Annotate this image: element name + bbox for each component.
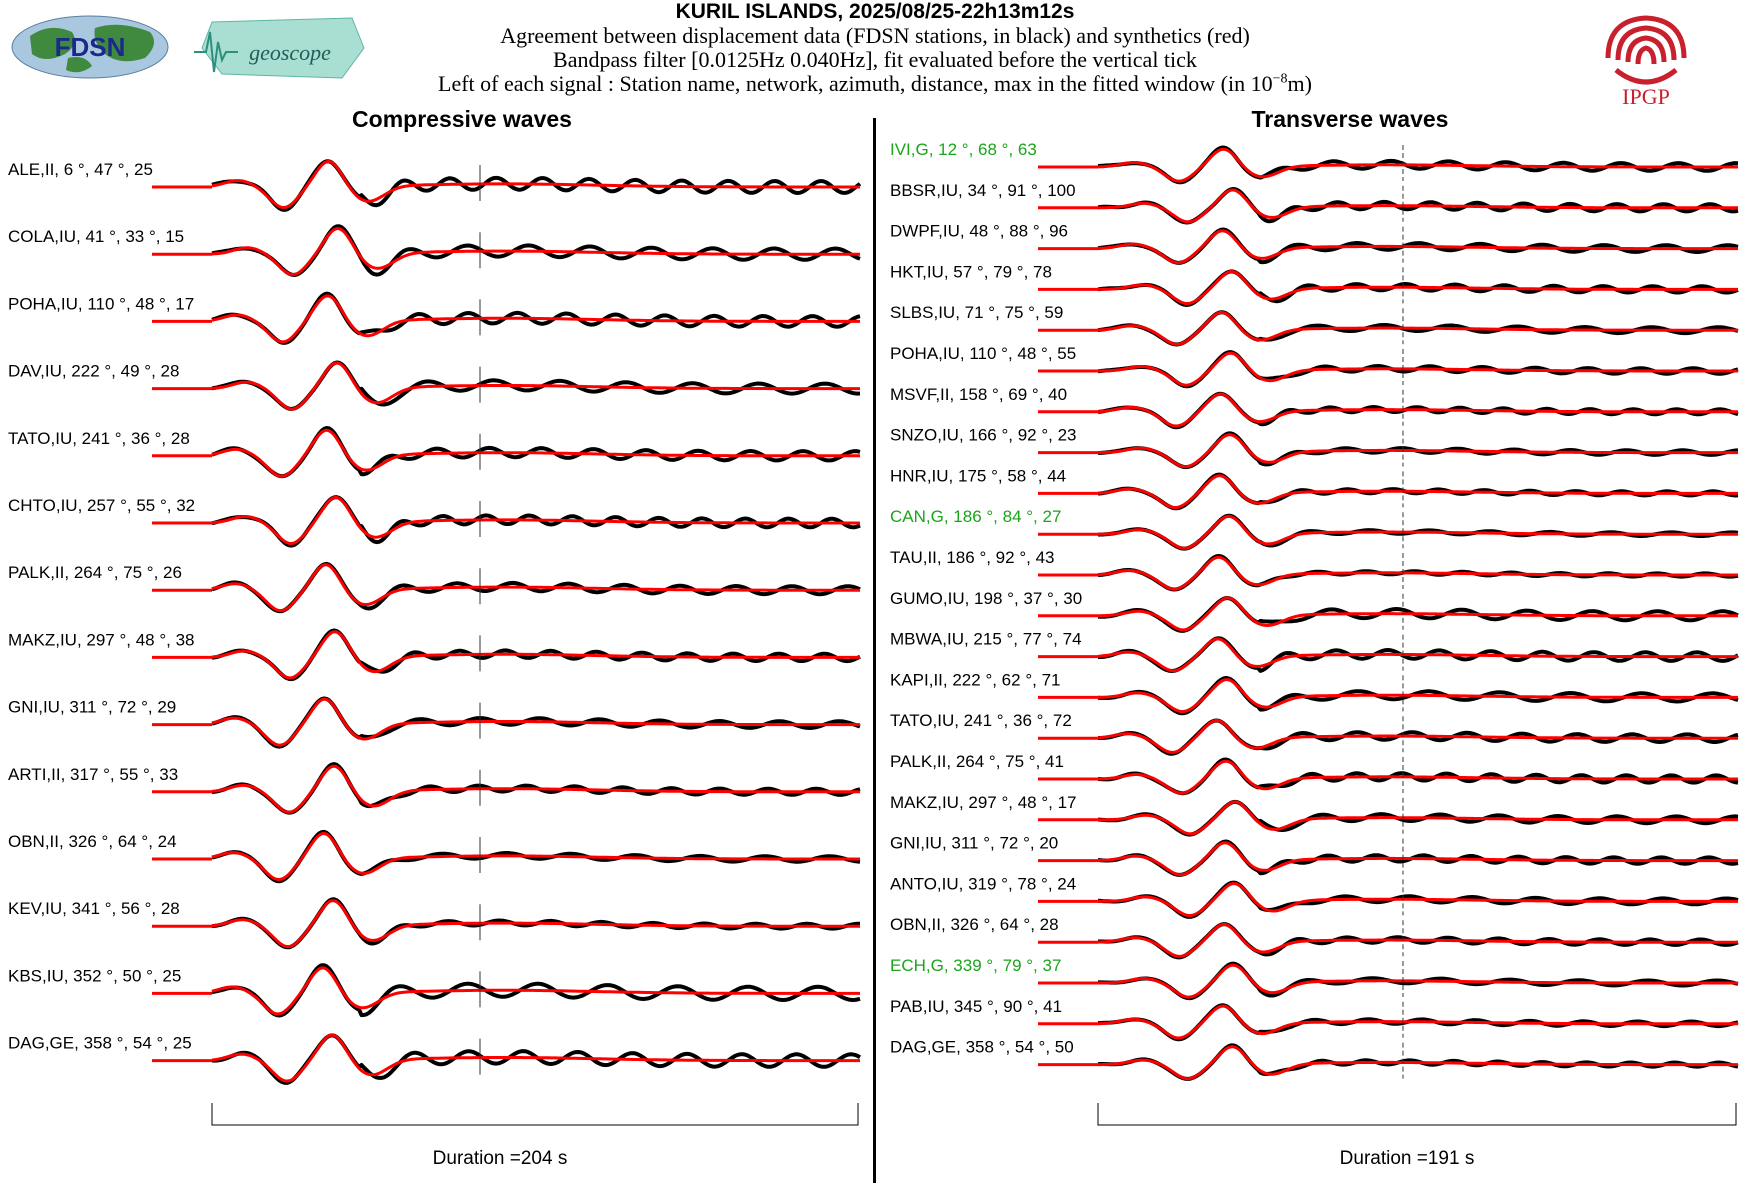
synthetic-trace (1097, 270, 1738, 305)
synthetic-trace (211, 495, 860, 545)
synthetic-trace (1097, 351, 1738, 387)
subtitle-line-3-text: Left of each signal : Station name, netw… (438, 71, 1273, 96)
synthetic-trace (211, 227, 860, 277)
station-label: CAN,G, 186 °, 84 °, 27 (890, 507, 1061, 526)
synthetic-trace (1097, 841, 1738, 877)
station-label: COLA,IU, 41 °, 33 °, 15 (8, 227, 184, 246)
station-label: TAU,II, 186 °, 92 °, 43 (890, 548, 1054, 567)
synthetic-trace (1097, 392, 1738, 428)
transverse-panel-title: Transverse waves (1251, 106, 1449, 132)
synthetic-trace (211, 428, 860, 478)
synthetic-trace (1097, 433, 1738, 469)
synthetic-trace (1097, 310, 1738, 346)
station-label: ARTI,II, 317 °, 55 °, 33 (8, 765, 178, 784)
station-label: KEV,IU, 341 °, 56 °, 28 (8, 899, 180, 918)
station-label: TATO,IU, 241 °, 36 °, 28 (8, 429, 190, 448)
synthetic-trace (1097, 474, 1738, 510)
station-label: GNI,IU, 311 °, 72 °, 29 (8, 698, 176, 717)
station-label: ALE,II, 6 °, 47 °, 25 (8, 160, 153, 179)
station-label: HNR,IU, 175 °, 58 °, 44 (890, 466, 1066, 485)
station-label: KAPI,II, 222 °, 62 °, 71 (890, 670, 1060, 689)
synthetic-trace (1097, 555, 1738, 591)
ipgp-logo: IPGP (1598, 8, 1694, 109)
synthetic-trace (1097, 719, 1738, 754)
synthetic-trace (211, 159, 860, 209)
station-label: HKT,IU, 57 °, 79 °, 78 (890, 262, 1052, 281)
station-label: ECH,G, 339 °, 79 °, 37 (890, 956, 1061, 975)
synthetic-trace (1098, 596, 1738, 632)
compressive-duration-label: Duration =204 s (432, 1148, 568, 1169)
duration-bracket (1097, 1103, 1737, 1126)
station-label: BBSR,IU, 34 °, 91 °, 100 (890, 181, 1076, 200)
synthetic-trace (1098, 963, 1738, 999)
station-label: DAG,GE, 358 °, 54 °, 50 (890, 1038, 1074, 1057)
synthetic-trace (1097, 147, 1738, 183)
station-label: POHA,IU, 110 °, 48 °, 55 (890, 344, 1076, 363)
data-trace (211, 963, 861, 1018)
subtitle-line-2: Bandpass filter [0.0125Hz 0.040Hz], fit … (553, 47, 1197, 72)
station-label: OBN,II, 326 °, 64 °, 28 (890, 915, 1059, 934)
station-label: TATO,IU, 241 °, 36 °, 72 (890, 711, 1072, 730)
station-label: PALK,II, 264 °, 75 °, 41 (890, 752, 1064, 771)
geoscope-logo: geoscope (192, 12, 368, 84)
station-label: PAB,IU, 345 °, 90 °, 41 (890, 997, 1062, 1016)
synthetic-trace (211, 1033, 860, 1083)
station-label: SNZO,IU, 166 °, 92 °, 23 (890, 426, 1077, 445)
station-label: GUMO,IU, 198 °, 37 °, 30 (890, 589, 1082, 608)
page-title: KURIL ISLANDS, 2025/08/25-22h13m12s (675, 0, 1075, 23)
fdsn-logo: FDSN (10, 14, 170, 80)
panel-divider (873, 118, 876, 1183)
station-label: CHTO,IU, 257 °, 55 °, 32 (8, 496, 195, 515)
subtitle-exponent: −8 (1272, 71, 1288, 87)
station-label: DAG,GE, 358 °, 54 °, 25 (8, 1034, 192, 1053)
synthetic-trace (211, 832, 860, 882)
station-label: OBN,II, 326 °, 64 °, 24 (8, 832, 177, 851)
station-label: SLBS,IU, 71 °, 75 °, 59 (890, 303, 1063, 322)
transverse-duration-label: Duration =191 s (1339, 1148, 1475, 1169)
synthetic-trace (1098, 678, 1738, 714)
synthetic-trace (1098, 800, 1738, 836)
synthetic-trace (211, 630, 860, 680)
station-label: DWPF,IU, 48 °, 88 °, 96 (890, 222, 1068, 241)
station-label: POHA,IU, 110 °, 48 °, 17 (8, 294, 194, 313)
geoscope-logo-text: geoscope (249, 40, 331, 65)
synthetic-trace (211, 899, 860, 949)
compressive-panel-title: Compressive waves (352, 106, 572, 132)
synthetic-trace (211, 697, 860, 747)
subtitle-line-1: Agreement between displacement data (FDS… (500, 23, 1250, 48)
station-label: MBWA,IU, 215 °, 77 °, 74 (890, 630, 1082, 649)
station-label: PALK,II, 264 °, 75 °, 26 (8, 563, 182, 582)
synthetic-trace (211, 966, 860, 1016)
synthetic-trace (1098, 759, 1738, 795)
station-label: MAKZ,IU, 297 °, 48 °, 38 (8, 630, 195, 649)
synthetic-trace (1098, 188, 1738, 224)
station-label: IVI,G, 12 °, 68 °, 63 (890, 140, 1037, 159)
duration-bracket (211, 1103, 859, 1126)
synthetic-trace (1098, 1045, 1738, 1081)
station-label: MAKZ,IU, 297 °, 48 °, 17 (890, 793, 1077, 812)
synthetic-trace (1098, 514, 1738, 550)
synthetic-trace (211, 361, 860, 411)
fdsn-logo-text: FDSN (55, 32, 126, 62)
station-label: GNI,IU, 311 °, 72 °, 20 (890, 834, 1058, 853)
synthetic-trace (1097, 1004, 1738, 1040)
station-label: MSVF,II, 158 °, 69 °, 40 (890, 385, 1067, 404)
synthetic-trace (1098, 882, 1738, 917)
station-label: DAV,IU, 222 °, 49 °, 28 (8, 362, 179, 381)
subtitle-line-3-unit: m) (1287, 71, 1312, 96)
ipgp-logo-text: IPGP (1622, 84, 1670, 108)
station-label: KBS,IU, 352 °, 50 °, 25 (8, 966, 181, 985)
synthetic-trace (1097, 922, 1738, 958)
synthetic-trace (1097, 229, 1738, 265)
synthetic-trace (211, 563, 860, 613)
subtitle-line-3: Left of each signal : Station name, netw… (380, 71, 1370, 97)
synthetic-trace (1097, 637, 1738, 673)
synthetic-trace (211, 294, 860, 344)
synthetic-trace (211, 764, 860, 814)
station-label: ANTO,IU, 319 °, 78 °, 24 (890, 874, 1076, 893)
